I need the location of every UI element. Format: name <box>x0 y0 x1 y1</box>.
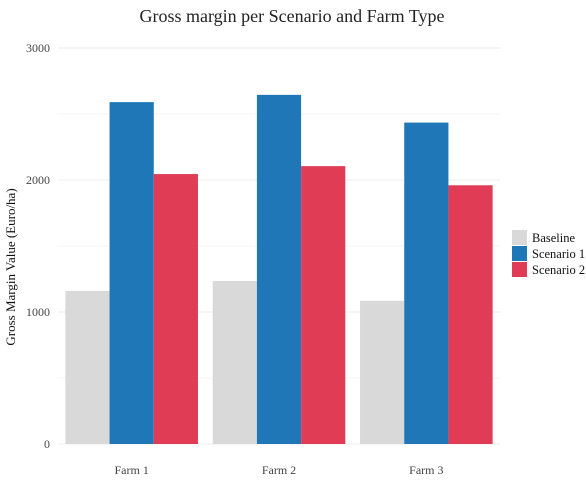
legend-swatch <box>512 230 527 245</box>
y-axis-label: Gross Margin Value (Euro/ha) <box>3 188 18 345</box>
legend-label: Scenario 1 <box>532 247 585 261</box>
bar-baseline-farm-3 <box>360 300 405 444</box>
x-axis-ticks: Farm 1 Farm 2 Farm 3 <box>114 463 443 477</box>
y-tick-label: 2000 <box>26 173 50 187</box>
chart-title: Gross margin per Scenario and Farm Type <box>139 6 444 26</box>
x-tick-label: Farm 1 <box>114 463 148 477</box>
x-tick-label: Farm 3 <box>409 463 443 477</box>
bar-scenario-2-farm-2 <box>301 166 346 444</box>
y-tick-label: 0 <box>44 437 50 451</box>
bars <box>65 94 493 445</box>
legend: Baseline Scenario 1 Scenario 2 <box>512 230 585 277</box>
bar-baseline-farm-1 <box>65 290 110 444</box>
bar-baseline-farm-2 <box>212 280 257 444</box>
y-tick-label: 1000 <box>26 305 50 319</box>
y-axis-ticks: 0 1000 2000 3000 <box>26 41 50 451</box>
legend-label: Baseline <box>532 231 575 245</box>
legend-swatch <box>512 262 527 277</box>
bar-scenario-2-farm-3 <box>448 185 493 444</box>
bar-scenario-1-farm-3 <box>404 122 449 444</box>
bar-scenario-2-farm-1 <box>153 174 198 444</box>
x-tick-label: Farm 2 <box>262 463 296 477</box>
y-tick-label: 3000 <box>26 41 50 55</box>
bar-scenario-1-farm-1 <box>109 102 154 445</box>
legend-label: Scenario 2 <box>532 263 585 277</box>
legend-swatch <box>512 246 527 261</box>
bar-scenario-1-farm-2 <box>256 94 302 445</box>
